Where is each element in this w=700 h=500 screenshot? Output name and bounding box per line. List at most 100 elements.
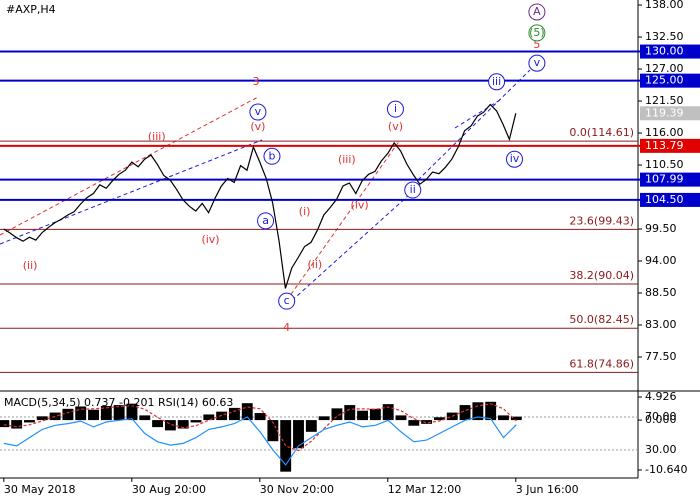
macd-bar — [485, 401, 497, 421]
wave-text: c — [284, 294, 290, 307]
x-tick-label: 30 Aug 20:00 — [132, 483, 206, 496]
wave-label: (ii) — [307, 258, 322, 271]
wave-circle — [488, 73, 506, 91]
trend-lines — [0, 69, 531, 306]
wave-text: (ii) — [307, 258, 322, 271]
macd-bar — [0, 420, 10, 428]
wave-label: b — [263, 147, 281, 165]
macd-bar — [11, 420, 23, 429]
wave-label: (i) — [299, 205, 311, 218]
wave-label: (v) — [388, 120, 403, 133]
y-tick-label: 132.50 — [645, 30, 684, 43]
level-label: 104.50 — [645, 193, 684, 206]
wave-label: iii — [488, 73, 506, 91]
wave-label: (iv) — [351, 199, 369, 212]
wave-text: A — [533, 5, 541, 18]
wave-label: v — [528, 54, 546, 72]
wave-label: A — [528, 3, 546, 21]
wave-circle — [404, 181, 422, 199]
macd-bar — [344, 405, 356, 421]
wave-text: (i) — [299, 205, 311, 218]
macd-bar — [395, 415, 407, 421]
wave-circle — [278, 292, 296, 310]
wave-label: i — [386, 100, 404, 118]
macd-bar — [113, 405, 125, 421]
wave-label: 3 — [252, 75, 259, 88]
wave-label: a — [257, 212, 275, 230]
trend-line — [286, 184, 421, 306]
wave-text: (v) — [250, 120, 265, 133]
macd-bar — [318, 416, 330, 421]
x-tick-label: 30 May 2018 — [4, 483, 76, 496]
price-label: 119.39 — [645, 106, 684, 119]
wave-text: 5 — [533, 38, 540, 51]
macd-bar — [510, 416, 522, 421]
wave-label: (iii) — [338, 153, 356, 166]
macd-bar — [433, 417, 445, 421]
level-label: 113.79 — [645, 139, 684, 152]
macd-bar — [408, 420, 420, 426]
wave-text: (iii) — [338, 153, 356, 166]
level-box — [640, 73, 700, 88]
price-box — [640, 106, 700, 121]
macd-bar — [100, 406, 112, 421]
macd-bar — [139, 415, 151, 421]
fib-label: 61.8(74.86) — [569, 357, 634, 370]
wave-text: 3 — [252, 75, 259, 88]
macd-bar — [331, 408, 343, 421]
y-tick-label: 110.50 — [645, 158, 684, 171]
x-tick-label: 30 Nov 20:00 — [260, 483, 334, 496]
macd-bar — [241, 403, 253, 421]
level-label: 107.99 — [645, 173, 684, 186]
wave-text: b — [268, 149, 275, 162]
x-tick-label: 3 Jun 16:00 — [516, 483, 579, 496]
macd-bar — [229, 407, 240, 421]
y-tick-label: 99.50 — [645, 222, 677, 235]
wave-text: (iii) — [148, 130, 166, 143]
wave-text: (iv) — [351, 199, 369, 212]
macd-bar — [293, 420, 304, 449]
macd-bar — [36, 416, 48, 421]
macd-bar — [152, 420, 164, 428]
wave-label: (iv) — [201, 233, 219, 246]
wave-circle — [528, 54, 546, 72]
macd_signal-line — [3, 403, 517, 452]
trend-line — [286, 139, 401, 301]
indicator-title: MACD(5,34,5) 0.737 -0.201 RSI(14) 60.63 — [4, 396, 233, 409]
wave-text: ii — [410, 183, 416, 196]
macd-bar — [88, 409, 99, 421]
wave-label: (5) — [528, 24, 546, 42]
wave-text: iii — [492, 75, 501, 88]
wave-circle — [505, 150, 523, 168]
fib-label: 23.6(99.43) — [569, 214, 634, 227]
fib-label: 38.2(90.04) — [569, 269, 634, 282]
wave-label: (iii) — [148, 130, 166, 143]
fib-label: 0.0(114.61) — [569, 126, 634, 139]
macd-bar — [254, 413, 266, 421]
y-tick-label: 0.000 — [645, 413, 677, 426]
level-box — [640, 192, 700, 207]
macd-bar — [62, 408, 74, 421]
wave-text: (5) — [529, 26, 545, 39]
wave-circle — [257, 212, 275, 230]
wave-text: i — [394, 102, 397, 115]
macd-bar — [357, 410, 369, 421]
wave-text: (v) — [388, 120, 403, 133]
y-tick-label: 116.00 — [645, 126, 684, 139]
y-tick-label: 88.50 — [645, 286, 677, 299]
y-tick-label: 121.50 — [645, 94, 684, 107]
y-tick-label: -10.640 — [645, 463, 687, 476]
macd-bar — [305, 420, 317, 432]
wave-circle — [528, 24, 546, 42]
level-label: 125.00 — [645, 74, 684, 87]
macd-bar — [498, 415, 509, 421]
level-box — [640, 44, 700, 59]
y-tick-label: 138.00 — [645, 0, 684, 11]
wave-label: iv — [505, 150, 523, 168]
level-label: 130.00 — [645, 45, 684, 58]
macd-bar — [459, 405, 471, 421]
trend-line — [0, 139, 263, 245]
wave-text: v — [255, 105, 262, 118]
macd-bar — [164, 420, 176, 431]
